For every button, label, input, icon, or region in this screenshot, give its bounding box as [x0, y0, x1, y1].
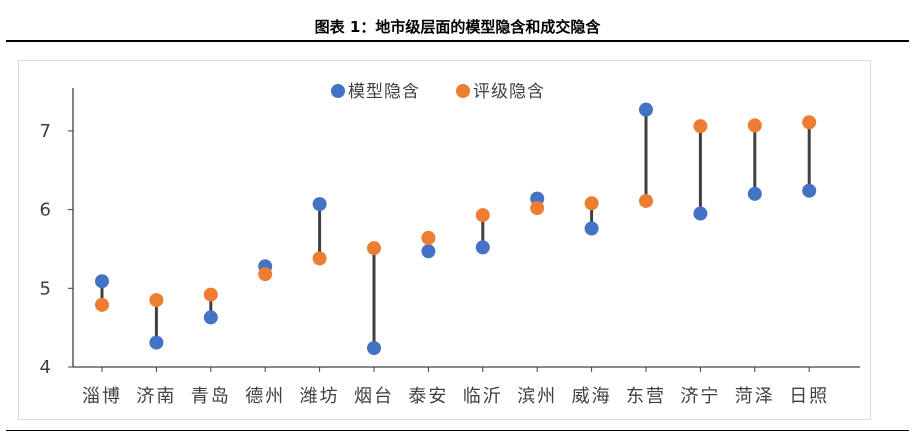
rating-implied-point: [747, 118, 762, 133]
model-implied-point: [475, 240, 490, 255]
y-tick-label: 7: [40, 121, 51, 142]
x-tick-label: 滨州: [517, 386, 557, 407]
bottom-rule: [6, 430, 909, 431]
rating-implied-point: [530, 201, 545, 216]
model-implied-point: [802, 183, 817, 198]
x-tick-label: 威海: [572, 386, 612, 407]
y-tick-label: 6: [40, 200, 51, 221]
rating-implied-point: [258, 267, 273, 282]
chart-frame: [18, 60, 871, 420]
top-rule: [6, 40, 909, 42]
model-implied-point: [149, 335, 164, 350]
x-tick-label: 泰安: [408, 386, 448, 407]
rating-implied-point: [421, 230, 436, 245]
rating-implied-point: [95, 297, 109, 312]
x-tick-label: 菏泽: [735, 386, 775, 407]
y-tick-label: 5: [40, 278, 51, 299]
rating-implied-point: [203, 287, 218, 302]
model-implied-point: [584, 221, 599, 236]
rating-implied-point: [312, 251, 327, 266]
axes: 4 5 6 7 淄博 济南 青岛 德州 潍坊 烟台 泰安 临沂 滨州 威海 东营 济宁 菏泽 日照: [40, 88, 860, 407]
model-implied-point: [693, 206, 708, 221]
rating-implied-point: [475, 208, 490, 223]
y-tick-label: 4: [40, 357, 51, 378]
rating-implied-point: [367, 241, 381, 256]
rating-implied-point: [693, 119, 708, 134]
x-tick-label: 潍坊: [300, 386, 340, 407]
x-tick-label: 烟台: [354, 386, 394, 407]
model-implied-point: [367, 341, 381, 356]
x-tick-label: 淄博: [82, 386, 122, 407]
legend-label-rating: 评级隐含: [473, 82, 545, 102]
x-tick-label: 济南: [136, 386, 176, 407]
x-tick-label: 青岛: [191, 386, 231, 407]
legend-marker-model: [331, 84, 345, 98]
rating-implied-point: [584, 196, 599, 211]
model-implied-point: [312, 197, 327, 212]
model-implied-point: [639, 102, 653, 117]
model-implied-point: [95, 274, 109, 289]
model-implied-point: [203, 310, 218, 325]
legend-marker-rating: [456, 84, 470, 98]
rating-implied-point: [639, 193, 653, 208]
legend: 模型隐含 评级隐含: [331, 82, 545, 102]
rating-implied-point: [802, 115, 817, 130]
chart-marks: [95, 102, 817, 356]
chart-title: 图表 1：地市级层面的模型隐含和成交隐含: [314, 18, 601, 36]
x-tick-label: 济宁: [680, 386, 720, 407]
rating-implied-point: [149, 293, 164, 308]
x-tick-label: 日照: [789, 386, 829, 407]
x-tick-label: 德州: [245, 386, 285, 407]
model-implied-point: [747, 186, 762, 201]
x-tick-label: 临沂: [463, 386, 503, 407]
legend-label-model: 模型隐含: [348, 82, 420, 102]
x-tick-label: 东营: [626, 386, 666, 407]
model-implied-point: [421, 244, 436, 259]
